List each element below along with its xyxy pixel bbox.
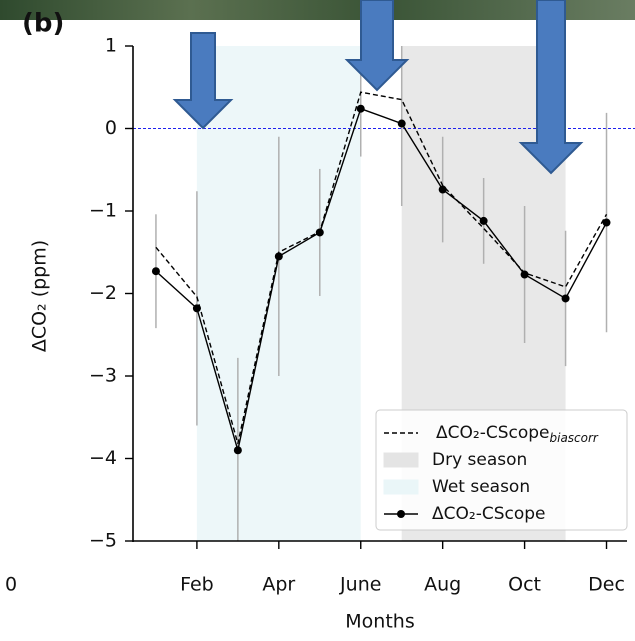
- x-tick-label: June: [339, 574, 381, 596]
- y-tick-label: −2: [89, 282, 117, 304]
- legend-label: ΔCO₂-CScope: [432, 504, 546, 524]
- y-tick-label: −3: [89, 365, 117, 387]
- arrow: [518, 0, 584, 175]
- data-point: [438, 185, 447, 194]
- x-tick-label: Oct: [508, 574, 541, 596]
- data-point: [356, 104, 365, 113]
- panel-label: (b): [22, 9, 64, 39]
- data-point: [397, 119, 406, 128]
- arrow: [344, 0, 410, 92]
- arrow: [172, 32, 234, 130]
- legend-text: Dry season: [432, 450, 527, 470]
- series-line: [155, 91, 608, 444]
- x-tick-label: Feb: [180, 574, 214, 596]
- data-point: [233, 446, 242, 455]
- x-tick-label: Apr: [262, 574, 295, 596]
- data-point: [479, 216, 488, 225]
- legend-subscript: biascorr: [550, 431, 599, 445]
- legend-text: ΔCO₂-CScope: [436, 423, 550, 443]
- legend-label: Dry season: [432, 450, 527, 470]
- data-point: [192, 304, 201, 313]
- y-tick-label: −5: [89, 530, 117, 552]
- photo-strip: [0, 0, 635, 20]
- legend-patch: [383, 452, 419, 468]
- data-point: [274, 252, 283, 261]
- legend-text: ΔCO₂-CScope: [432, 504, 546, 524]
- data-point: [602, 218, 611, 227]
- y-tick-label: −4: [89, 447, 117, 469]
- legend-text: Wet season: [432, 477, 530, 497]
- x-axis-label: Months: [345, 611, 414, 633]
- legend-patch: [383, 479, 419, 495]
- legend-marker: [397, 510, 405, 518]
- series-line: [155, 107, 608, 451]
- stray-label: 0: [5, 574, 17, 596]
- data-point: [151, 267, 160, 276]
- y-axis-label: ΔCO₂ (ppm): [29, 240, 51, 352]
- y-tick-label: 1: [105, 35, 117, 57]
- y-tick-label: −1: [89, 200, 117, 222]
- x-tick-label: Dec: [588, 574, 625, 596]
- data-point: [561, 294, 570, 303]
- x-tick-label: Aug: [424, 574, 461, 596]
- legend-label: Wet season: [432, 477, 530, 497]
- legend-box: [375, 409, 628, 531]
- data-point: [520, 270, 529, 279]
- legend-label: ΔCO₂-CScopebiascorr: [436, 423, 599, 445]
- data-point: [315, 228, 324, 237]
- y-tick-label: 0: [105, 117, 117, 139]
